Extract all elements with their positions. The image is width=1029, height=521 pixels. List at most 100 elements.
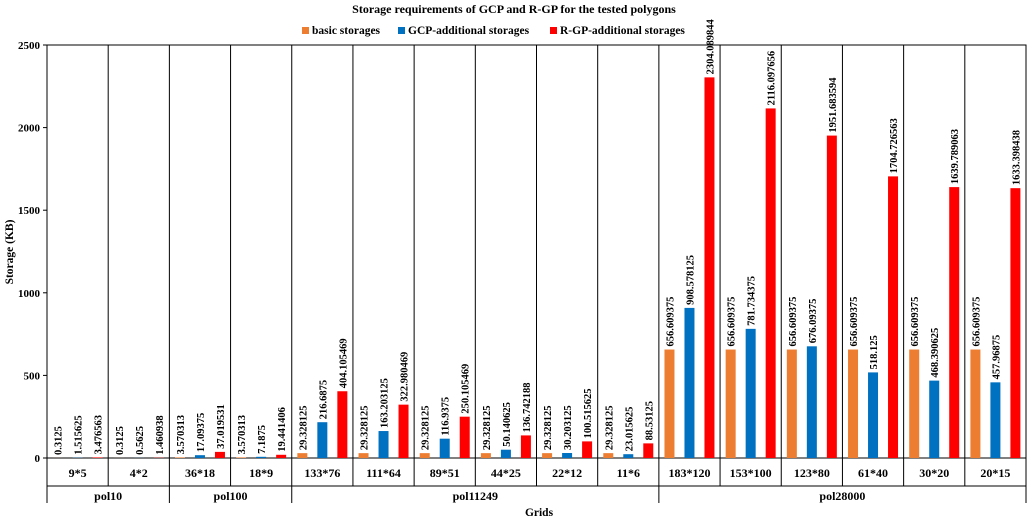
y-tick-label: 0 xyxy=(35,453,41,465)
data-label: 163.203125 xyxy=(380,378,391,428)
x-tick-label: 44*25 xyxy=(491,466,521,480)
data-label: 29.328125 xyxy=(604,406,615,451)
bar xyxy=(297,453,308,458)
bar xyxy=(358,453,369,458)
bar xyxy=(909,349,920,458)
legend-swatch xyxy=(550,27,557,34)
y-tick-label: 1000 xyxy=(18,288,41,300)
data-label: 656.609375 xyxy=(727,297,738,347)
data-label: 29.328125 xyxy=(298,406,309,451)
data-label: 468.390625 xyxy=(930,328,941,378)
bar xyxy=(317,422,328,458)
legend-item: R-GP-additional storages xyxy=(550,25,685,37)
x-tick-label: 18*9 xyxy=(249,466,273,480)
bar xyxy=(765,108,776,459)
data-label: 2304.089844 xyxy=(705,18,716,74)
bar xyxy=(929,380,940,458)
bar xyxy=(848,349,859,458)
bar xyxy=(970,349,981,458)
plot-area: 0.3125 0.3125 3.570313 3.570313 29.328125 29.… xyxy=(46,18,1027,486)
bar xyxy=(1010,188,1021,458)
data-label: 676.09375 xyxy=(808,299,819,344)
y-tick-label: 1500 xyxy=(18,205,41,217)
series-basic-storages: 0.3125 0.3125 3.570313 3.570313 29.328125 29.… xyxy=(52,297,982,458)
y-tick-label: 2000 xyxy=(18,123,41,135)
data-label: 29.328125 xyxy=(421,406,432,451)
legend-label: R-GP-additional storages xyxy=(560,25,685,37)
data-label: 0.3125 xyxy=(115,426,126,455)
legend-item: GCP-additional storages xyxy=(398,25,530,37)
bar xyxy=(439,438,450,458)
legend-label: basic storages xyxy=(312,25,381,37)
data-label: 656.609375 xyxy=(665,297,676,347)
bar xyxy=(562,453,573,458)
data-label: 3.570313 xyxy=(176,415,187,454)
x-axis: 9*5 4*2 36*18 18*9 133*76 111*64 89*51 44*25 22*… xyxy=(46,458,1027,503)
x-tick-label: 133*76 xyxy=(304,466,340,480)
data-label: 19.441406 xyxy=(277,407,288,452)
bar xyxy=(378,431,389,458)
data-label: 17.09375 xyxy=(196,413,207,452)
y-tick-label: 500 xyxy=(24,370,41,382)
data-label: 1951.683594 xyxy=(828,77,839,133)
data-label: 100.515625 xyxy=(583,389,594,439)
data-label: 1639.789063 xyxy=(950,129,961,184)
data-label: 23.015625 xyxy=(624,407,635,452)
data-label: 3.570313 xyxy=(237,415,248,454)
data-label: 29.328125 xyxy=(482,406,493,451)
bar xyxy=(684,307,695,458)
x-tick-label: 61*40 xyxy=(858,466,888,480)
legend-swatch xyxy=(398,27,405,34)
x-tick-label: 9*5 xyxy=(69,466,87,480)
bar xyxy=(888,176,899,459)
bar xyxy=(174,457,185,458)
group-label: pol28000 xyxy=(819,489,865,503)
bar xyxy=(480,453,491,458)
x-axis-title: Grids xyxy=(525,507,554,519)
x-tick-label: 20*15 xyxy=(980,466,1010,480)
data-label: 29.328125 xyxy=(543,406,554,451)
x-tick-label: 36*18 xyxy=(185,466,215,480)
data-label: 88.53125 xyxy=(644,401,655,440)
legend-swatch xyxy=(302,27,309,34)
x-tick-label: 89*51 xyxy=(430,466,460,480)
data-label: 216.6875 xyxy=(318,380,329,419)
x-tick-label: 22*12 xyxy=(552,466,582,480)
x-tick-label: 30*20 xyxy=(919,466,949,480)
data-label: 0.3125 xyxy=(54,426,65,455)
bar xyxy=(542,453,553,458)
data-label: 30.203125 xyxy=(563,405,574,450)
y-axis-title: Storage (KB) xyxy=(4,219,16,284)
bar xyxy=(92,457,103,458)
bar xyxy=(214,451,225,458)
data-label: 29.328125 xyxy=(360,406,371,451)
legend-label: GCP-additional storages xyxy=(408,25,530,37)
data-label: 908.578125 xyxy=(685,255,696,305)
bar xyxy=(398,404,409,458)
data-label: 1633.398438 xyxy=(1011,130,1022,185)
x-tick-label: 123*80 xyxy=(794,466,830,480)
series-gcp-additional-storages: 1.515625 0.5625 17.09375 7.1875 216.6875 163.… xyxy=(72,255,1002,458)
data-label: 136.742188 xyxy=(522,383,533,433)
x-tick-label: 183*120 xyxy=(668,466,710,480)
bar xyxy=(806,346,817,458)
bar xyxy=(419,453,430,458)
data-label: 2116.097656 xyxy=(767,51,778,106)
bar xyxy=(500,449,511,458)
bar xyxy=(337,391,348,458)
x-tick-label: 111*64 xyxy=(366,466,401,480)
data-label: 1704.726563 xyxy=(889,118,900,173)
data-label: 656.609375 xyxy=(971,297,982,347)
bar xyxy=(459,416,470,458)
data-label: 656.609375 xyxy=(788,297,799,347)
bar xyxy=(949,187,960,458)
bar xyxy=(582,441,593,458)
series-r-gp-additional-storages: 3.476563 1.460938 37.019531 19.441406 404.10… xyxy=(92,18,1022,459)
data-label: 518.125 xyxy=(869,335,880,369)
data-label: 322.980469 xyxy=(400,352,411,402)
bar xyxy=(236,457,247,458)
data-label: 7.1875 xyxy=(257,425,268,454)
data-label: 656.609375 xyxy=(849,297,860,347)
group-label: pol11249 xyxy=(453,489,498,503)
x-tick-label: 4*2 xyxy=(130,466,148,480)
